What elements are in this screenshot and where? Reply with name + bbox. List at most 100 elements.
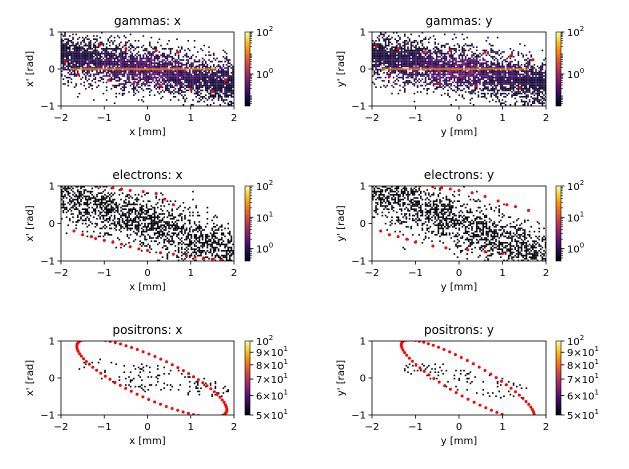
marker-point — [530, 418, 533, 421]
x-axis-label: y [mm] — [441, 282, 477, 293]
x-tick-label: −1 — [408, 268, 423, 279]
colorbar-tick-label: 5×101 — [256, 408, 288, 422]
colorbar-tick-label: 8×101 — [567, 358, 599, 372]
x-tick-label: 2 — [231, 268, 237, 279]
marker-point — [410, 359, 414, 363]
y-tick-label: −1 — [351, 411, 366, 422]
marker-point — [448, 187, 452, 191]
marker-point — [133, 80, 136, 84]
colorbar-tick-label: 5×101 — [567, 408, 599, 422]
colorbar-tick-label: 100 — [567, 67, 584, 81]
marker-point — [187, 372, 191, 376]
marker-point — [528, 418, 531, 421]
marker-point — [477, 365, 481, 369]
x-tick-label: 1 — [188, 268, 194, 279]
marker-point — [137, 247, 141, 251]
x-tick-label: 0 — [456, 422, 462, 433]
colorbar-tick-label: 102 — [567, 25, 584, 39]
marker-point — [418, 366, 422, 370]
marker-point — [103, 374, 107, 378]
y-tick-label: −1 — [40, 411, 55, 422]
marker-point — [527, 402, 531, 406]
x-tick-label: −1 — [408, 422, 423, 433]
axes-frame — [60, 340, 235, 416]
marker-point — [448, 350, 452, 354]
x-tick-label: 2 — [543, 422, 549, 433]
colorbar — [244, 31, 251, 107]
y-axis-label: x' [rad] — [25, 360, 36, 396]
marker-point — [119, 342, 122, 346]
x-tick-label: 0 — [456, 113, 462, 124]
marker-point — [120, 242, 123, 246]
x-tick-label: 0 — [144, 422, 150, 433]
marker-point — [130, 346, 134, 349]
marker-point — [146, 249, 149, 252]
marker-point — [422, 50, 426, 54]
x-tick-label: 0 — [144, 268, 150, 279]
marker-point — [489, 408, 493, 412]
marker-point — [154, 49, 158, 52]
marker-point — [124, 386, 128, 390]
y-axis-label: y' [rad] — [336, 205, 347, 241]
marker-point — [88, 338, 91, 341]
marker-point — [531, 58, 535, 62]
marker-point — [184, 254, 188, 258]
colorbar-tick-label: 102 — [256, 179, 273, 193]
y-tick-label: −1 — [351, 102, 366, 113]
colorbar — [244, 340, 251, 416]
marker-point — [522, 418, 525, 421]
marker-point — [218, 395, 222, 399]
marker-point — [387, 233, 391, 237]
marker-point — [509, 386, 513, 390]
marker-point — [118, 383, 122, 387]
marker-point — [113, 341, 117, 345]
colorbar-tick-label: 8×101 — [256, 358, 288, 372]
y-tick-label: 1 — [49, 337, 55, 348]
marker-point — [483, 250, 487, 254]
marker-point — [426, 342, 430, 346]
marker-point — [87, 362, 91, 366]
marker-point — [431, 343, 435, 347]
colorbar — [555, 340, 562, 416]
marker-point — [405, 237, 409, 241]
marker-point — [108, 377, 112, 381]
marker-point — [459, 356, 463, 359]
marker-point — [474, 84, 478, 88]
marker-point — [437, 380, 441, 384]
subplot-title: gammas: y — [426, 14, 493, 28]
marker-point — [163, 197, 167, 201]
marker-point — [483, 369, 487, 372]
subplot-title: electrons: x — [112, 168, 182, 182]
marker-point — [387, 74, 391, 78]
marker-point — [215, 393, 219, 396]
marker-point — [422, 341, 426, 344]
marker-point — [176, 366, 180, 370]
marker-point — [91, 365, 95, 369]
marker-point — [396, 47, 400, 51]
marker-point — [448, 49, 452, 52]
marker-point — [120, 187, 123, 191]
x-tick-label: 1 — [499, 268, 505, 279]
marker-point — [209, 416, 212, 419]
marker-point — [453, 353, 457, 357]
x-tick-label: −2 — [365, 422, 380, 433]
marker-point — [108, 341, 112, 343]
colorbar-tick-label: 7×101 — [256, 372, 288, 386]
marker-point — [465, 359, 469, 362]
colorbar-tick-label: 102 — [567, 334, 584, 348]
y-tick-label: 1 — [360, 182, 366, 193]
colorbar-tick-label: 6×101 — [256, 389, 288, 403]
colorbar — [244, 185, 251, 262]
marker-point — [374, 45, 378, 49]
colorbar-tick-label: 100 — [256, 242, 273, 256]
x-tick-label: 1 — [499, 113, 505, 124]
x-axis-label: x [mm] — [129, 436, 165, 447]
y-tick-label: 1 — [49, 28, 55, 39]
colorbar-tick-label: 101 — [256, 210, 273, 224]
x-tick-label: −1 — [97, 268, 112, 279]
x-tick-label: −2 — [365, 268, 380, 279]
marker-point — [84, 360, 88, 363]
marker-point — [124, 344, 128, 348]
